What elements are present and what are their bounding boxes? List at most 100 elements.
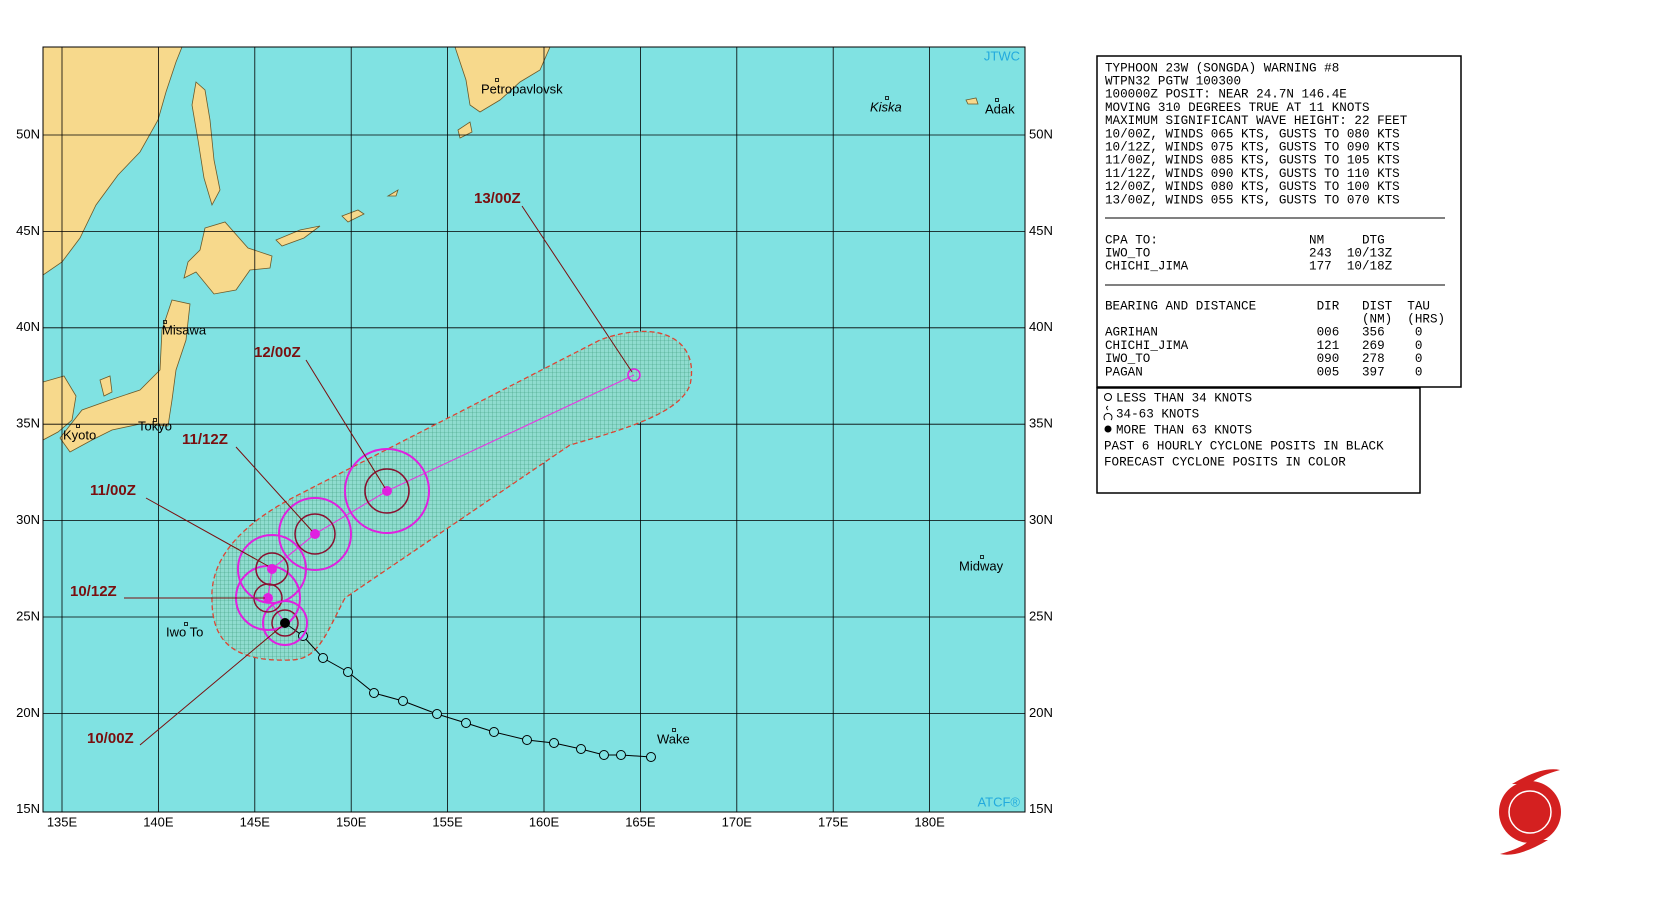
lat-label: 45N — [16, 223, 40, 238]
info-line: (NM) (HRS) — [1105, 313, 1445, 327]
lat-label: 30N — [16, 512, 40, 527]
warning-box — [1096, 55, 1462, 388]
lon-label: 180E — [914, 814, 945, 829]
past-position — [616, 750, 626, 760]
place-label: Tokyo — [138, 418, 172, 433]
forecast-label: 12/00Z — [254, 344, 301, 361]
info-line: MOVING 310 DEGREES TRUE AT 11 KNOTS — [1105, 101, 1370, 115]
info-line: 34-63 KNOTS — [1116, 407, 1199, 421]
forecast-label: 13/00Z — [474, 190, 521, 207]
place-marker — [163, 320, 167, 324]
info-line: WTPN32 PGTW 100300 — [1105, 75, 1241, 89]
forecast-label: 10/00Z — [87, 730, 134, 747]
info-line: PAGAN 005 397 0 — [1105, 365, 1422, 379]
past-position — [489, 727, 499, 737]
place-label: Midway — [959, 558, 1004, 573]
past-position — [369, 688, 379, 698]
info-line: CHICHI_JIMA 121 269 0 — [1105, 339, 1422, 353]
lon-label: 140E — [143, 814, 174, 829]
past-position — [646, 752, 656, 762]
past-position — [343, 667, 353, 677]
lat-label: 30N — [1029, 512, 1053, 527]
lat-label: 50N — [16, 126, 40, 141]
lon-label: 135E — [47, 814, 78, 829]
forecast-label: 10/12Z — [70, 583, 117, 600]
info-line: CPA TO: NM DTG — [1105, 233, 1385, 247]
place-label: Kyoto — [63, 427, 96, 442]
place-marker — [495, 78, 499, 82]
info-line: LESS THAN 34 KNOTS — [1116, 391, 1252, 405]
info-line: 11/12Z, WINDS 090 KTS, GUSTS TO 110 KTS — [1105, 167, 1400, 181]
lat-label: 15N — [16, 801, 40, 816]
lat-label: 15N — [1029, 801, 1053, 816]
info-line: MORE THAN 63 KNOTS — [1116, 423, 1252, 437]
past-position — [599, 750, 609, 760]
lon-label: 155E — [432, 814, 463, 829]
info-line: CHICHI_JIMA 177 10/18Z — [1105, 260, 1393, 274]
lat-label: 45N — [1029, 223, 1053, 238]
place-marker — [672, 728, 676, 732]
place-label: Misawa — [162, 322, 207, 337]
map-frame — [42, 46, 1026, 813]
lat-label: 25N — [16, 608, 40, 623]
past-track — [284, 622, 656, 762]
lon-label: 145E — [240, 814, 271, 829]
place-label: Petropavlovsk — [481, 81, 563, 96]
lat-label: 20N — [16, 705, 40, 720]
lon-label: 175E — [818, 814, 849, 829]
place-marker — [980, 555, 984, 559]
info-line: 10/00Z, WINDS 065 KTS, GUSTS TO 080 KTS — [1105, 127, 1400, 141]
lat-label: 35N — [1029, 416, 1053, 431]
source-label: ATCF® — [977, 794, 1020, 809]
info-line: IWO_TO 090 278 0 — [1105, 352, 1422, 366]
lat-label: 50N — [1029, 126, 1053, 141]
forecast-track — [235, 368, 641, 646]
place-marker — [76, 424, 80, 428]
info-line: BEARING AND DISTANCE DIR DIST TAU — [1105, 299, 1430, 313]
past-position — [432, 709, 442, 719]
place-label: Kiska — [870, 99, 902, 114]
past-position — [461, 718, 471, 728]
lon-label: 160E — [529, 814, 560, 829]
info-line: 10/12Z, WINDS 075 KTS, GUSTS TO 090 KTS — [1105, 141, 1400, 155]
leader-lines — [124, 205, 633, 746]
legend-symbol — [1104, 425, 1112, 433]
past-position — [576, 744, 586, 754]
info-line: 12/00Z, WINDS 080 KTS, GUSTS TO 100 KTS — [1105, 180, 1400, 194]
info-line: 13/00Z, WINDS 055 KTS, GUSTS TO 070 KTS — [1105, 193, 1400, 207]
land — [43, 47, 979, 453]
info-line: FORECAST CYCLONE POSITS IN COLOR — [1104, 455, 1346, 469]
past-position — [549, 738, 559, 748]
legend-symbol — [1103, 405, 1113, 421]
place-marker — [153, 418, 157, 422]
past-position — [318, 653, 328, 663]
info-line: TYPHOON 23W (SONGDA) WARNING #8 — [1105, 61, 1339, 75]
lat-label: 25N — [1029, 608, 1053, 623]
lat-label: 40N — [1029, 319, 1053, 334]
place-marker — [995, 98, 999, 102]
place-marker — [885, 96, 889, 100]
past-position — [398, 696, 408, 706]
lon-label: 170E — [722, 814, 753, 829]
forecast-label: 11/12Z — [182, 431, 228, 448]
info-line: MAXIMUM SIGNIFICANT WAVE HEIGHT: 22 FEET — [1105, 114, 1408, 128]
legend-symbol — [1104, 393, 1112, 401]
info-line: 11/00Z, WINDS 085 KTS, GUSTS TO 105 KTS — [1105, 154, 1400, 168]
lon-label: 150E — [336, 814, 367, 829]
source-label: JTWC — [984, 48, 1020, 63]
graticule — [43, 47, 1025, 812]
lat-label: 20N — [1029, 705, 1053, 720]
place-marker — [184, 622, 188, 626]
lat-label: 35N — [16, 416, 40, 431]
place-label: Wake — [657, 731, 690, 746]
forecast-label: 11/00Z — [90, 482, 136, 499]
info-line: IWO_TO 243 10/13Z — [1105, 247, 1393, 261]
info-line: AGRIHAN 006 356 0 — [1105, 326, 1422, 340]
place-label: Iwo To — [166, 624, 203, 639]
logo — [1499, 769, 1561, 855]
info-line: 100000Z POSIT: NEAR 24.7N 146.4E — [1105, 88, 1347, 102]
place-label: Adak — [985, 101, 1015, 116]
past-position — [522, 735, 532, 745]
